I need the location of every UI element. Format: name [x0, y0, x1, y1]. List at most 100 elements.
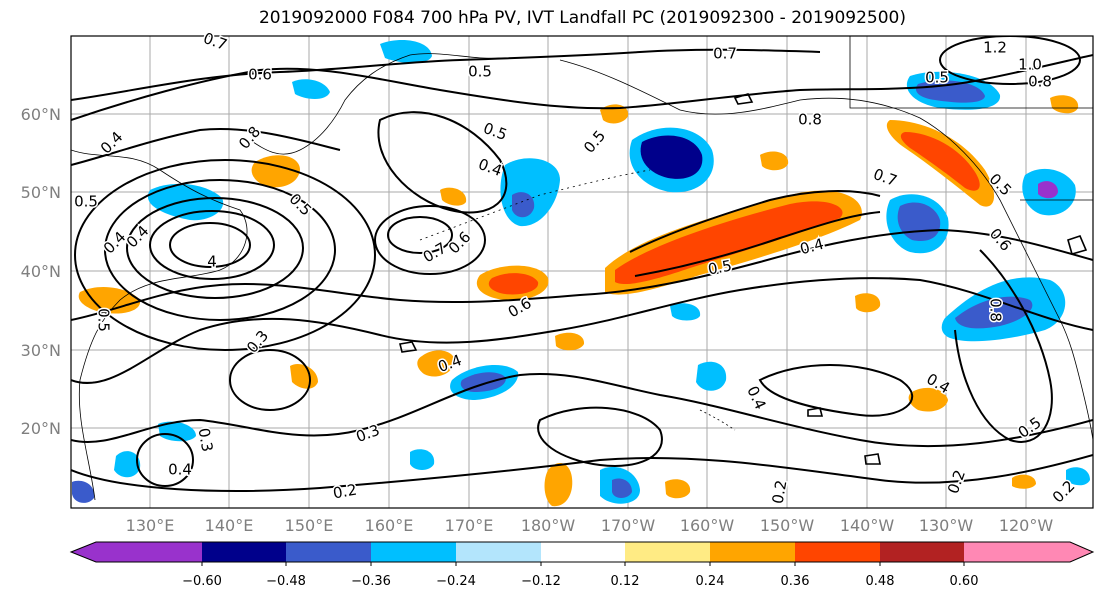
shade-navy-aleutian: [640, 135, 703, 179]
lon-label: 170°E: [445, 516, 494, 535]
colorbar-tick-label: −0.36: [351, 574, 391, 589]
small-contour-2: [733, 93, 754, 105]
contour-low-ring: [229, 349, 311, 411]
colorbar-segment: [541, 542, 625, 562]
shade-blue-sw4: [410, 449, 435, 470]
pv-contours: [71, 36, 1093, 492]
contour-label: 0.5: [925, 69, 949, 87]
contour-label: 0.8: [798, 111, 822, 129]
contour-label: 0.6: [248, 66, 272, 84]
contour-west-ring5: [74, 159, 376, 351]
lat-label: 60°N: [21, 105, 61, 124]
colorbar-tick-label: −0.60: [182, 574, 222, 589]
contour-06-north: [71, 54, 1093, 121]
contour-05-mid: [71, 228, 1093, 321]
map-background: [71, 36, 1093, 508]
border-canada: [849, 36, 1093, 109]
contour-label: 1.0: [1018, 56, 1042, 74]
contour-ne-ring: [939, 36, 1081, 85]
contour-east-loop: [954, 249, 1053, 443]
lon-label: 160°W: [680, 516, 735, 535]
colorbar-tick-label: 0.48: [866, 574, 895, 589]
shade-orange-japan: [78, 286, 141, 314]
colorbar-tick-label: 0.12: [611, 574, 640, 589]
contour-west-ring3: [126, 197, 304, 299]
colorbar-tick-label: −0.24: [436, 574, 476, 589]
coast-hawaii: [699, 409, 736, 431]
lon-label: 160°E: [365, 516, 414, 535]
shade-orange-pt7: [1012, 474, 1036, 489]
contour-mid-ring1: [387, 216, 453, 254]
shade-navy-sw: [72, 480, 95, 503]
colorbar-outline: [69, 541, 1095, 563]
lon-label: 150°W: [760, 516, 815, 535]
shade-blue-sw3: [696, 361, 727, 391]
colorbar-segment: [456, 542, 541, 562]
colorbar-segment: [625, 542, 710, 562]
shade-blue-sw1: [114, 451, 141, 478]
contour-label: 0.5: [74, 193, 98, 211]
contour-west-ring4: [104, 179, 336, 321]
lon-label: 130°W: [919, 516, 974, 535]
shade-navy-se: [955, 296, 1033, 329]
shade-orange-south1: [544, 463, 573, 507]
colorbar-segment: [710, 542, 795, 562]
colorbar-tick-label: 0.24: [696, 574, 725, 589]
contour-label: 0.5: [95, 308, 113, 332]
shade-orange-south2: [417, 350, 455, 377]
contour-label: 0.5: [468, 63, 492, 81]
contour-07-north: [71, 48, 821, 101]
shade-navy-sw2: [612, 478, 632, 498]
contour-west-ring1: [169, 222, 251, 268]
contour-label: 0.8: [987, 298, 1005, 322]
contour-south-ring: [537, 406, 663, 467]
colorbar-labels: −0.60 −0.48 −0.36 −0.24 −0.12 0.12 0.24 0.36 0.4…: [182, 562, 978, 589]
map-frame: [70, 35, 1094, 509]
colorbar-segment: [880, 542, 964, 562]
small-contour-5: [1067, 235, 1088, 255]
coast-aleutians: [419, 169, 651, 241]
shade-orange-pt2: [760, 151, 789, 171]
contour-label: 0.7: [713, 45, 737, 63]
lat-label: 40°N: [21, 262, 61, 281]
contour-label: 1.2: [983, 39, 1007, 57]
contour-08-north: [71, 128, 341, 166]
contour-label: 0.8: [1028, 73, 1052, 91]
shade-blue-n4: [670, 303, 701, 321]
contour-04-mid: [71, 277, 1093, 384]
coast-na: [1029, 259, 1093, 441]
lon-label: 140°W: [840, 516, 895, 535]
colorbar-tick-label: −0.48: [266, 574, 306, 589]
colorbar-tick-label: 0.36: [781, 574, 810, 589]
colorbar-segment: [371, 542, 456, 562]
lon-label: 150°E: [285, 516, 334, 535]
shade-blue-n1: [380, 40, 432, 63]
contour-mid-ring2: [374, 205, 486, 275]
contour-se-loop: [758, 364, 914, 417]
coast-alaska: [559, 59, 1031, 261]
small-contours: [399, 93, 1088, 465]
shade-orange-pt3: [855, 293, 881, 313]
lat-label: 20°N: [21, 419, 61, 438]
shade-orange-pt4: [665, 479, 691, 499]
colorbar-tick-label: 0.60: [950, 574, 979, 589]
lon-label: 130°E: [126, 516, 175, 535]
small-contour-4: [807, 407, 824, 417]
colorbar-segment: [202, 542, 286, 562]
lat-label: 30°N: [21, 341, 61, 360]
shade-orange-pt6: [290, 363, 318, 389]
coast-kamchatka: [249, 53, 501, 155]
latitude-labels: 60°N 50°N 40°N 30°N 20°N: [21, 105, 61, 438]
shade-blue-n3: [158, 421, 196, 442]
colorbar-segment: [71, 542, 202, 562]
chart-title: 2019092000 F084 700 hPa PV, IVT Landfall…: [258, 8, 906, 28]
contour-nw-loop: [377, 111, 508, 214]
colorbar-segment: [795, 542, 880, 562]
shade-red-alaska: [900, 132, 980, 191]
colorbar-tick-label: −0.12: [521, 574, 561, 589]
ivt-shading: [72, 40, 1090, 507]
lon-label: 120°W: [999, 516, 1054, 535]
shade-orange-pt9: [1050, 95, 1079, 114]
small-contour-3: [864, 453, 881, 465]
